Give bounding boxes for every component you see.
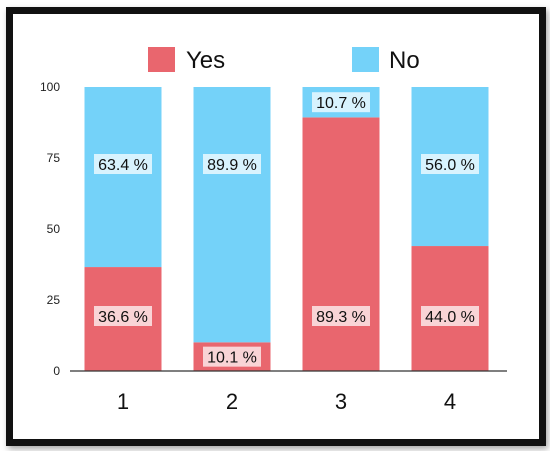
- legend: Yes No: [148, 47, 420, 74]
- data-label-no-4: 56.0 %: [425, 157, 475, 174]
- y-axis: 0 25 50 75 100: [40, 80, 60, 378]
- y-tick-label: 0: [53, 364, 60, 378]
- bars: 36.6 % 63.4 % 10.1 % 89.9 % 89.3 % 10.7 % 44.0…: [84, 87, 489, 371]
- data-label-bg: [421, 154, 479, 174]
- data-label-no-3: 10.7 %: [316, 95, 366, 112]
- data-label-yes-1: 36.6 %: [98, 309, 148, 326]
- y-tick-label: 75: [47, 151, 61, 165]
- x-tick-label: 1: [117, 389, 129, 414]
- x-tick-label: 3: [335, 389, 347, 414]
- data-label-bg: [94, 306, 152, 326]
- data-label-yes-2: 10.1 %: [207, 350, 257, 367]
- data-label-no-2: 89.9 %: [207, 157, 257, 174]
- data-label-bg: [312, 92, 370, 113]
- data-label-no-1: 63.4 %: [98, 157, 148, 174]
- bar-yes-3: [302, 117, 380, 371]
- x-axis: 1 2 3 4: [70, 370, 507, 414]
- legend-swatch-yes: [148, 47, 175, 72]
- x-tick-label: 2: [226, 389, 238, 414]
- bar-no-2: [193, 87, 271, 343]
- legend-label-no: No: [389, 47, 420, 74]
- bar-no-1: [84, 87, 162, 268]
- x-tick-label: 4: [444, 389, 456, 414]
- legend-label-yes: Yes: [186, 47, 225, 74]
- data-label-yes-4: 44.0 %: [425, 309, 475, 326]
- data-label-bg: [94, 154, 152, 174]
- legend-swatch-no: [352, 47, 379, 72]
- y-tick-label: 100: [40, 80, 60, 94]
- y-tick-label: 50: [47, 222, 61, 236]
- data-label-yes-3: 89.3 %: [316, 309, 366, 326]
- data-label-bg: [203, 346, 261, 367]
- data-label-bg: [421, 306, 479, 326]
- data-label-bg: [203, 154, 261, 174]
- y-tick-label: 25: [47, 293, 61, 307]
- data-label-bg: [312, 306, 370, 326]
